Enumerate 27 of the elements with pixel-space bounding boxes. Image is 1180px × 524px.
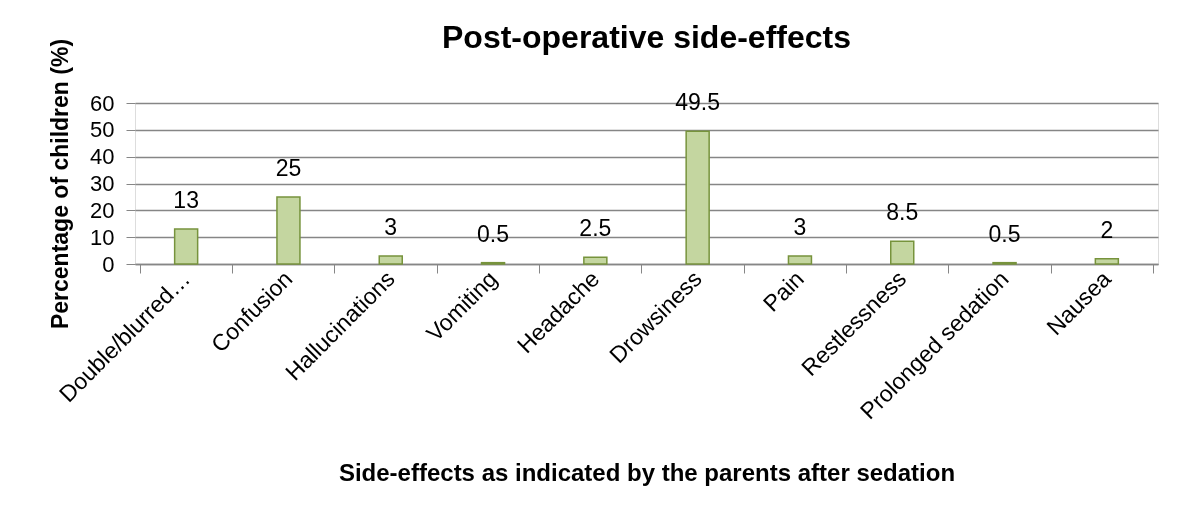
data-label: 2.5 bbox=[579, 215, 612, 242]
data-label: 0.5 bbox=[988, 220, 1021, 247]
bar bbox=[378, 255, 403, 265]
data-label: 49.5 bbox=[675, 89, 721, 116]
bar bbox=[1094, 257, 1120, 265]
data-label: 3 bbox=[384, 213, 398, 240]
y-tick-label: 10 bbox=[90, 224, 115, 250]
bar bbox=[173, 228, 199, 265]
bar bbox=[583, 256, 608, 265]
bar bbox=[685, 130, 710, 265]
bar bbox=[276, 196, 301, 265]
y-tick-label: 30 bbox=[90, 171, 115, 196]
data-label: 0.5 bbox=[477, 220, 510, 247]
bar bbox=[890, 240, 915, 265]
data-label: 25 bbox=[275, 154, 302, 181]
y-tick-label: 60 bbox=[90, 90, 115, 116]
y-tick-label: 40 bbox=[90, 144, 115, 170]
y-tick-label: 20 bbox=[90, 197, 115, 223]
data-label: 8.5 bbox=[886, 199, 919, 226]
data-label: 2 bbox=[1100, 216, 1114, 243]
y-tick-label: 0 bbox=[102, 251, 115, 277]
data-label: 13 bbox=[173, 187, 199, 214]
chart-title: Post-operative side-effects bbox=[441, 19, 852, 56]
bar bbox=[787, 255, 813, 265]
x-axis-title: Side-effects as indicated by the parents after sedation bbox=[338, 458, 956, 486]
y-tick-label: 50 bbox=[90, 117, 115, 143]
data-label: 3 bbox=[793, 213, 807, 240]
